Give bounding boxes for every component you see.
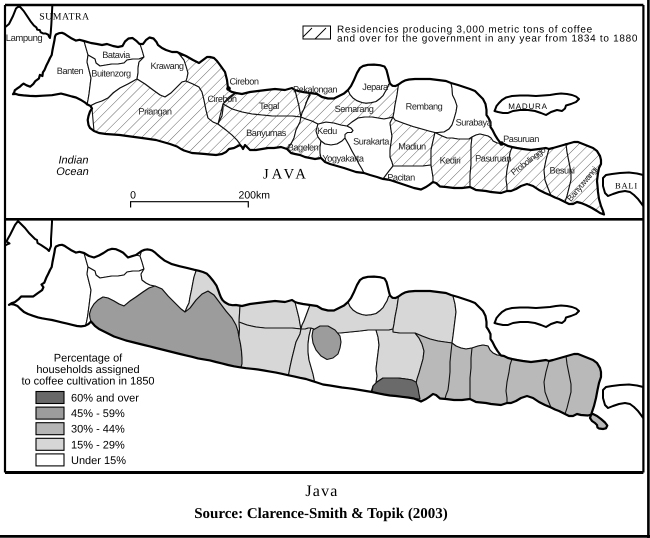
svg-text:Tegal: Tegal: [259, 101, 279, 111]
svg-text:Jepara: Jepara: [362, 82, 389, 92]
svg-text:0: 0: [130, 190, 136, 202]
svg-text:15% - 29%: 15% - 29%: [71, 439, 125, 451]
svg-text:Indian: Indian: [59, 155, 89, 167]
svg-text:Pacitan: Pacitan: [387, 173, 415, 183]
svg-text:Kediri: Kediri: [440, 156, 461, 166]
svg-text:Banyumas: Banyumas: [246, 128, 287, 138]
svg-text:Pasuruan: Pasuruan: [503, 134, 539, 144]
svg-text:60% and over: 60% and over: [71, 393, 139, 405]
svg-text:Java: Java: [305, 483, 338, 500]
svg-text:Buitenzorg: Buitenzorg: [91, 69, 131, 79]
svg-text:45% - 59%: 45% - 59%: [71, 408, 125, 420]
svg-text:Madiun: Madiun: [398, 142, 426, 152]
svg-text:Ocean: Ocean: [56, 166, 88, 178]
svg-text:Kedu: Kedu: [317, 126, 337, 136]
svg-text:Krawang: Krawang: [150, 61, 183, 71]
svg-text:30% - 44%: 30% - 44%: [71, 424, 125, 436]
svg-text:Priangan: Priangan: [138, 107, 172, 117]
svg-text:Pekalongan: Pekalongan: [293, 85, 337, 95]
svg-text:BALI: BALI: [615, 181, 638, 191]
svg-text:Pasuruan: Pasuruan: [475, 154, 511, 164]
svg-text:Surakarta: Surakarta: [353, 137, 390, 147]
svg-text:Cirebon: Cirebon: [207, 94, 236, 104]
svg-text:Semarang: Semarang: [335, 104, 374, 114]
svg-text:Under 15%: Under 15%: [71, 455, 126, 467]
svg-text:Source: Clarence-Smith & Topik: Source: Clarence-Smith & Topik (2003): [194, 506, 448, 522]
svg-text:Surabaya: Surabaya: [456, 118, 493, 128]
svg-text:Rembang: Rembang: [406, 102, 443, 112]
svg-text:Banten: Banten: [57, 66, 84, 76]
svg-text:Percentage of: Percentage of: [54, 353, 123, 365]
svg-text:200km: 200km: [239, 190, 271, 202]
svg-text:and over for the government in: and over for the government in any year …: [337, 34, 638, 45]
svg-text:Besuki: Besuki: [550, 166, 575, 176]
svg-text:SUMATRA: SUMATRA: [39, 12, 89, 23]
svg-text:JAVA: JAVA: [263, 167, 309, 183]
svg-text:Yogyakarta: Yogyakarta: [322, 154, 364, 164]
svg-text:households assigned: households assigned: [36, 364, 139, 376]
svg-text:MADURA: MADURA: [508, 102, 547, 111]
svg-text:to coffee cultivation in 1850: to coffee cultivation in 1850: [21, 376, 154, 388]
svg-text:Batavia: Batavia: [102, 50, 131, 60]
svg-text:Residencies producing 3,000 me: Residencies producing 3,000 metric tons …: [337, 25, 593, 36]
svg-text:Cirebon: Cirebon: [229, 77, 258, 87]
svg-text:Bagelen: Bagelen: [288, 143, 319, 153]
svg-text:Lampung: Lampung: [6, 33, 43, 44]
